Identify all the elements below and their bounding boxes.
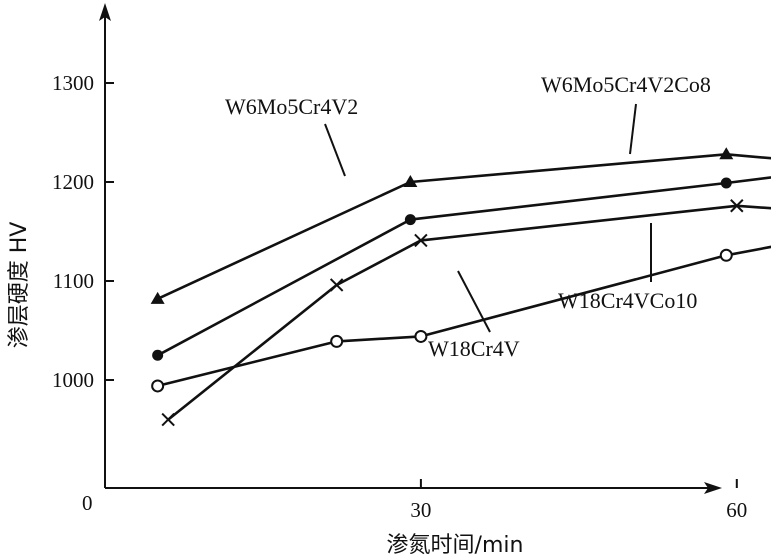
y-tick-label-1100: 1100: [53, 269, 94, 293]
y-tick-label-1300: 1300: [52, 71, 94, 95]
x-axis-title: 渗氮时间/min: [387, 533, 524, 558]
point-w6mo5cr4v2co8-1: [404, 214, 416, 226]
x-tick-label-30: 30: [410, 498, 431, 522]
point-w18cr4v-1: [330, 334, 344, 348]
point-w18cr4vco10-1: [329, 278, 344, 292]
point-w6mo5cr4v2-2: [719, 147, 734, 160]
series-label-w6mo5cr4v2: W6Mo5Cr4V2: [225, 94, 358, 119]
point-w18cr4vco10-0: [161, 412, 175, 427]
point-w18cr4vco10-2: [414, 233, 428, 248]
y-tick-label-1200: 1200: [52, 170, 94, 194]
x-axis-arrow: [704, 482, 722, 494]
series-w6mo5cr4v2: [150, 147, 771, 304]
series-layer: [150, 147, 771, 427]
point-w6mo5cr4v2-1: [403, 175, 418, 187]
y-tick-label-1000: 1000: [52, 368, 94, 392]
leader-w18cr4v: [457, 270, 491, 333]
leader-w6mo5cr4v2: [324, 123, 346, 177]
series-w6mo5cr4v2co8: [152, 176, 771, 361]
point-w18cr4v-2: [414, 329, 428, 343]
series-labels: W6Mo5Cr4V2 W6Mo5Cr4V2Co8 W18Cr4VCo10 W18…: [225, 72, 711, 361]
origin-label: 0: [82, 491, 93, 515]
y-axis-arrow: [99, 3, 111, 21]
series-label-w6mo5cr4v2co8: W6Mo5Cr4V2Co8: [541, 72, 711, 97]
series-w18cr4vco10: [161, 199, 771, 427]
series-w18cr4v: [151, 245, 771, 393]
y-axis-title: 渗层硬度 HV: [7, 222, 32, 349]
series-label-w18cr4v: W18Cr4V: [428, 336, 520, 361]
point-w18cr4v-3: [719, 248, 733, 262]
point-w6mo5cr4v2co8-2: [720, 177, 732, 189]
series-line-w6mo5cr4v2: [157, 153, 771, 300]
leader-w6mo5cr4v2co8: [629, 103, 637, 155]
x-tick-label-60: 60: [726, 498, 747, 522]
point-w6mo5cr4v2-0: [150, 291, 165, 304]
ticks: 1000110012001300306090: [52, 71, 747, 522]
axes: [99, 3, 722, 494]
point-w18cr4v-0: [151, 379, 165, 393]
point-w18cr4vco10-3: [730, 199, 744, 213]
series-line-w6mo5cr4v2co8: [157, 176, 771, 357]
series-label-w18cr4vco10: W18Cr4VCo10: [558, 288, 697, 313]
point-w6mo5cr4v2co8-0: [152, 349, 164, 361]
